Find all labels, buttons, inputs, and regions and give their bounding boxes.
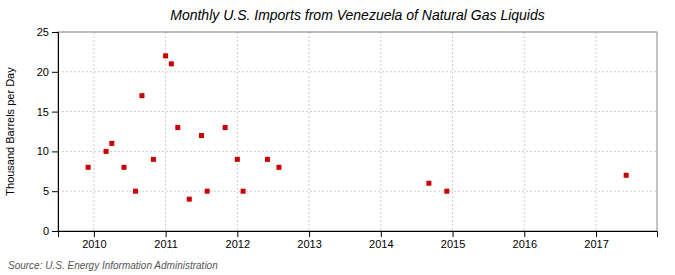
grid-line	[452, 32, 453, 231]
point	[175, 125, 180, 130]
plot: 2010 2011 2012 2013 2014 2015 2016 2017 0 5 10 15 20…	[37, 26, 658, 250]
point	[241, 189, 246, 194]
tick: 0	[43, 225, 58, 237]
grid-line	[309, 32, 310, 231]
point	[426, 181, 431, 186]
grid-line	[58, 191, 657, 192]
point	[199, 133, 204, 138]
grid	[58, 32, 657, 231]
annotation: Source: U.S. Energy Information Administ…	[8, 260, 218, 271]
tick-label: 2015	[441, 238, 465, 250]
tick-mark	[381, 231, 382, 237]
point	[624, 173, 629, 178]
tick: 15	[37, 106, 58, 118]
grid-line	[165, 32, 166, 231]
title: Monthly U.S. Imports from Venezuela of N…	[170, 7, 545, 23]
point	[265, 157, 270, 162]
tick-mark	[309, 231, 310, 237]
point	[235, 157, 240, 162]
point	[109, 141, 114, 146]
x-axis: 2010 2011 2012 2013 2014 2015 2016 2017	[59, 231, 658, 250]
grid-line	[58, 151, 657, 152]
tick-label: 10	[37, 145, 49, 157]
tick-label: 0	[43, 225, 49, 237]
tick-mark	[52, 151, 58, 152]
point	[276, 165, 281, 170]
tick-label: 15	[37, 106, 49, 118]
tick-label: 5	[43, 185, 49, 197]
tick-label: 2011	[154, 238, 178, 250]
tick-mark	[52, 112, 58, 113]
plot-frame	[58, 32, 657, 231]
tick-label: 2013	[297, 238, 321, 250]
point	[133, 189, 138, 194]
tick-label: 2014	[369, 238, 393, 250]
tick-mark	[94, 231, 95, 237]
point	[163, 53, 168, 58]
tick-mark	[524, 231, 525, 237]
tick-mark	[52, 191, 58, 192]
tick: 2016	[513, 231, 537, 250]
points	[86, 53, 629, 201]
tick-mark	[596, 231, 597, 237]
grid-line	[58, 111, 657, 112]
tick: 2012	[226, 231, 250, 250]
grid-line	[58, 71, 657, 72]
grid-line	[524, 32, 525, 231]
tick-label: 2016	[513, 238, 537, 250]
tick: 25	[37, 26, 58, 38]
point	[205, 189, 210, 194]
grid-line	[596, 32, 597, 231]
point	[139, 93, 144, 98]
axis-line	[59, 232, 658, 238]
point	[86, 165, 91, 170]
point	[223, 125, 228, 130]
point	[169, 61, 174, 66]
tick-mark	[52, 72, 58, 73]
tick: 5	[43, 185, 58, 197]
tick: 2010	[82, 231, 106, 250]
tick-label: 2012	[226, 238, 250, 250]
tick: 2014	[369, 231, 393, 250]
y-axis: 0 5 10 15 20 25	[37, 26, 59, 237]
tick-label: 2017	[584, 238, 608, 250]
tick-label: 25	[37, 26, 49, 38]
grid-line	[380, 32, 381, 231]
tick: 2015	[441, 231, 465, 250]
point	[151, 157, 156, 162]
axis-line	[52, 33, 59, 232]
chart: 2010 2011 2012 2013 2014 2015 2016 2017 0 5 10 15 20…	[0, 0, 675, 275]
tick: 20	[37, 66, 58, 78]
tick: 10	[37, 145, 58, 157]
point	[187, 197, 192, 202]
y-axis-label: Thousand Barrels per Day	[4, 67, 16, 196]
tick-mark	[52, 231, 58, 232]
tick: 2013	[297, 231, 321, 250]
tick: 2011	[154, 231, 178, 250]
tick-mark	[453, 231, 454, 237]
tick: 2017	[584, 231, 608, 250]
point	[444, 189, 449, 194]
tick-mark	[52, 32, 58, 33]
tick-label: 20	[37, 66, 49, 78]
point	[104, 149, 109, 154]
grid-line	[93, 32, 94, 231]
tick-mark	[237, 231, 238, 237]
tick-label: 2010	[82, 238, 106, 250]
point	[121, 165, 126, 170]
grid-line	[237, 32, 238, 231]
tick-mark	[166, 231, 167, 237]
